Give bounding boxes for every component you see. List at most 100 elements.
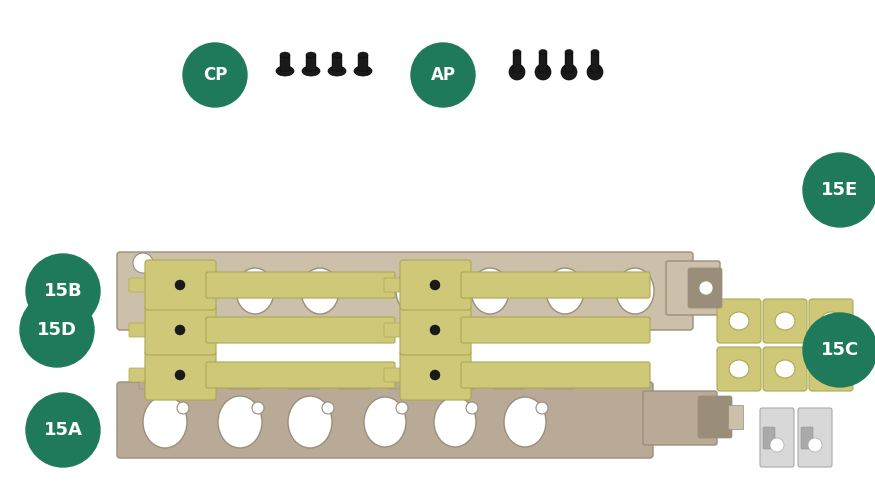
Circle shape (606, 318, 624, 336)
Ellipse shape (509, 64, 525, 80)
Ellipse shape (539, 50, 547, 55)
FancyBboxPatch shape (206, 272, 395, 298)
FancyBboxPatch shape (229, 377, 259, 389)
Circle shape (551, 318, 569, 336)
FancyBboxPatch shape (494, 377, 524, 389)
FancyBboxPatch shape (717, 299, 761, 343)
Circle shape (133, 253, 153, 273)
FancyBboxPatch shape (206, 317, 395, 343)
FancyBboxPatch shape (698, 396, 732, 438)
Circle shape (466, 402, 478, 414)
Ellipse shape (143, 396, 187, 448)
Circle shape (26, 393, 100, 467)
FancyBboxPatch shape (145, 260, 216, 310)
FancyBboxPatch shape (763, 299, 807, 343)
Ellipse shape (328, 66, 346, 76)
FancyBboxPatch shape (117, 252, 693, 330)
Circle shape (146, 318, 164, 336)
Circle shape (396, 402, 408, 414)
Ellipse shape (301, 268, 339, 314)
Text: 15B: 15B (44, 282, 82, 300)
Circle shape (536, 402, 548, 414)
Ellipse shape (775, 312, 795, 330)
Ellipse shape (821, 312, 841, 330)
Circle shape (803, 313, 875, 387)
FancyBboxPatch shape (688, 268, 722, 308)
FancyBboxPatch shape (728, 405, 743, 429)
Ellipse shape (236, 268, 274, 314)
FancyBboxPatch shape (139, 377, 169, 389)
Ellipse shape (396, 268, 434, 314)
Circle shape (26, 254, 100, 328)
Bar (591, 52, 599, 72)
Ellipse shape (358, 52, 368, 58)
Circle shape (183, 43, 247, 107)
FancyBboxPatch shape (666, 261, 720, 315)
FancyBboxPatch shape (129, 368, 153, 382)
Circle shape (411, 43, 475, 107)
Circle shape (430, 370, 440, 380)
Circle shape (177, 402, 189, 414)
Bar (280, 55, 290, 71)
FancyBboxPatch shape (145, 305, 216, 355)
Ellipse shape (775, 360, 795, 378)
Bar (565, 52, 573, 72)
Ellipse shape (218, 396, 262, 448)
Circle shape (770, 438, 784, 452)
Ellipse shape (546, 268, 584, 314)
Text: AP: AP (430, 66, 456, 84)
FancyBboxPatch shape (129, 278, 153, 292)
Ellipse shape (471, 268, 509, 314)
Text: 15A: 15A (44, 421, 82, 439)
FancyBboxPatch shape (760, 408, 794, 467)
Circle shape (20, 293, 94, 367)
Circle shape (175, 370, 185, 380)
Circle shape (346, 318, 364, 336)
FancyBboxPatch shape (809, 347, 853, 391)
FancyBboxPatch shape (461, 362, 650, 388)
FancyBboxPatch shape (717, 347, 761, 391)
Ellipse shape (156, 268, 194, 314)
FancyBboxPatch shape (129, 323, 153, 337)
Bar (539, 52, 547, 72)
Circle shape (808, 438, 822, 452)
FancyBboxPatch shape (444, 377, 474, 389)
Ellipse shape (364, 397, 406, 447)
Ellipse shape (354, 66, 372, 76)
FancyBboxPatch shape (289, 377, 319, 389)
FancyBboxPatch shape (461, 272, 650, 298)
Ellipse shape (504, 397, 546, 447)
Circle shape (430, 280, 440, 290)
FancyBboxPatch shape (206, 362, 395, 388)
FancyBboxPatch shape (400, 350, 471, 400)
Circle shape (291, 318, 309, 336)
Text: 15C: 15C (821, 341, 859, 359)
Ellipse shape (280, 52, 290, 58)
Bar (332, 55, 342, 71)
Circle shape (241, 318, 259, 336)
FancyBboxPatch shape (184, 377, 214, 389)
Ellipse shape (276, 66, 294, 76)
Circle shape (196, 318, 214, 336)
Ellipse shape (587, 64, 603, 80)
Ellipse shape (535, 64, 551, 80)
Circle shape (699, 281, 713, 295)
Ellipse shape (434, 397, 476, 447)
Circle shape (401, 318, 419, 336)
Ellipse shape (821, 360, 841, 378)
Ellipse shape (591, 50, 599, 55)
FancyBboxPatch shape (809, 299, 853, 343)
FancyBboxPatch shape (145, 350, 216, 400)
Text: 15E: 15E (822, 181, 858, 199)
Ellipse shape (288, 396, 332, 448)
FancyBboxPatch shape (400, 260, 471, 310)
Ellipse shape (565, 50, 573, 55)
Circle shape (322, 402, 334, 414)
Circle shape (430, 325, 440, 335)
Circle shape (501, 318, 519, 336)
FancyBboxPatch shape (801, 427, 813, 449)
FancyBboxPatch shape (339, 377, 369, 389)
FancyBboxPatch shape (763, 427, 775, 449)
Ellipse shape (306, 52, 316, 58)
Ellipse shape (561, 64, 577, 80)
